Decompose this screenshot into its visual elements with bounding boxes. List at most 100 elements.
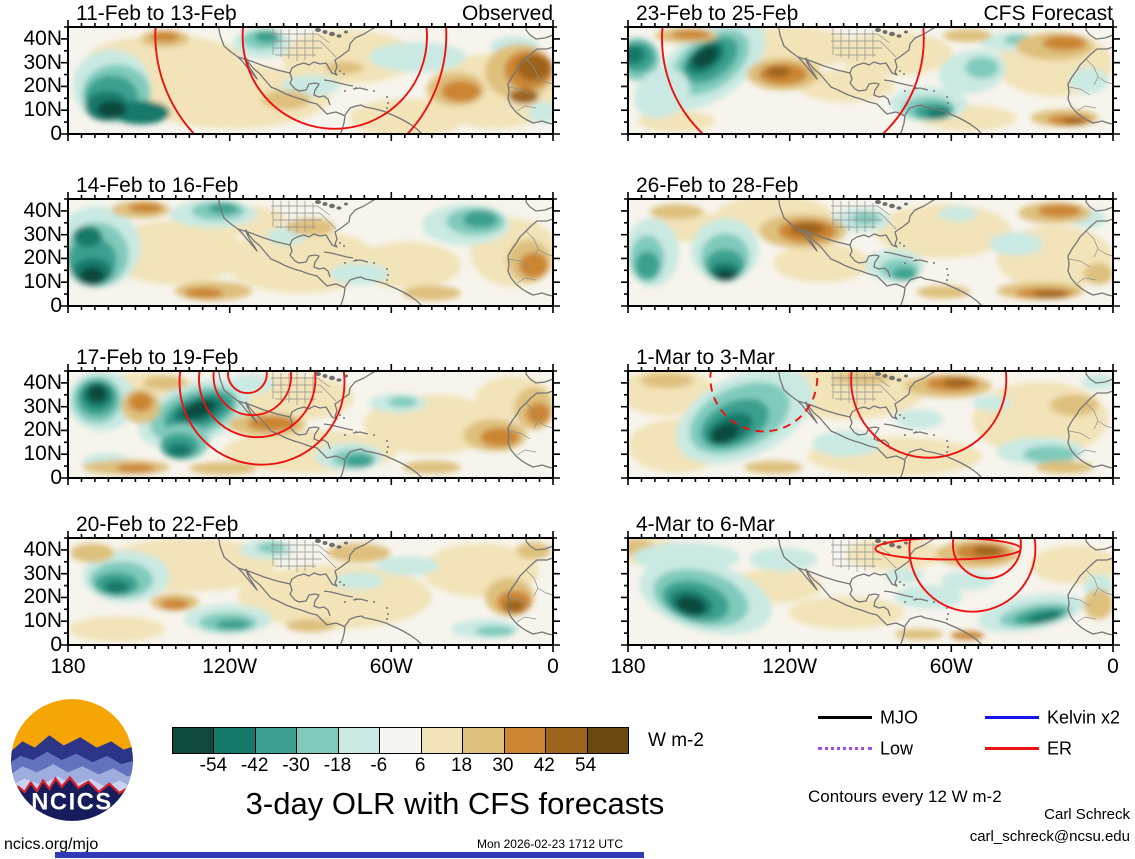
anomaly-map <box>61 531 560 652</box>
colorbar-tick-value: -6 <box>370 755 388 776</box>
colorbar-segment <box>462 728 504 753</box>
map-panel-frame <box>61 364 560 485</box>
coastlines <box>218 538 553 645</box>
colorbar-segment <box>254 728 297 753</box>
ncics-logo: NCICS <box>11 699 133 821</box>
colorbar-tick-value: 42 <box>533 755 555 776</box>
colorbar-segment <box>379 728 421 753</box>
colorbar-segment <box>213 728 255 753</box>
colorbar-segment <box>296 728 338 753</box>
wave-contours <box>178 371 346 466</box>
lat-tick-label: 20N <box>23 74 62 98</box>
lat-tick-label: 10N <box>23 98 62 122</box>
colorbar-tick-value: -18 <box>323 755 352 776</box>
column-heading: CFS Forecast <box>983 2 1113 25</box>
map-panel-frame <box>61 192 560 313</box>
colorbar-tick-value: 18 <box>450 755 473 776</box>
coastlines <box>218 199 553 306</box>
anomaly-map <box>621 531 1120 652</box>
lat-tick-label: 30N <box>23 222 62 246</box>
lon-tick-label: 60W <box>369 655 413 678</box>
lat-tick-label: 10N <box>23 270 62 294</box>
anomaly-map <box>621 192 1120 313</box>
anomaly-map <box>621 20 1120 141</box>
colorbar-tick-labels: -54 -42 -30 -18 -6 6 18 30 42 54 <box>172 755 627 779</box>
map-panel-frame <box>61 531 560 652</box>
map-panel-frame <box>621 531 1120 652</box>
lat-tick-label: 10N <box>23 442 62 466</box>
colorbar-segment <box>503 728 546 753</box>
colorbar-segment <box>586 728 628 753</box>
lat-tick-label: 0 <box>50 633 62 656</box>
bottom-blue-bar <box>55 852 644 858</box>
map-panel-frame <box>61 20 560 141</box>
coastlines <box>778 538 1113 645</box>
lon-tick-label: 120W <box>762 655 818 678</box>
lat-tick-label: 20N <box>23 418 62 442</box>
colorbar-segment <box>337 728 380 753</box>
logo-text: NCICS <box>31 790 113 816</box>
lon-tick-label: 0 <box>547 655 559 678</box>
colorbar-tick-value: -42 <box>240 755 269 776</box>
anomaly-map <box>61 364 560 485</box>
logo-red-ridge <box>11 775 133 796</box>
coastlines <box>778 371 1113 478</box>
wave-contours <box>709 371 1008 459</box>
author-email: carl_schreck@ncsu.edu <box>969 828 1130 845</box>
coastlines <box>218 27 553 134</box>
legend-line-mjo <box>818 716 872 719</box>
lat-tick-label: 30N <box>23 561 62 585</box>
lat-tick-label: 30N <box>23 394 62 418</box>
coastlines <box>778 199 1113 306</box>
panel-date-range: 1-Mar to 3-Mar <box>636 346 775 369</box>
legend-line-low <box>818 747 872 750</box>
colorbar-tick-value: -54 <box>199 755 228 776</box>
author-credit: Carl Schreck <box>1044 806 1130 823</box>
legend-label: ER <box>1047 738 1073 759</box>
website-url: ncics.org/mjo <box>4 836 99 853</box>
colorbar-tick-value: 54 <box>575 755 597 776</box>
legend-line-er <box>985 747 1039 750</box>
colorbar-tick-value: 6 <box>414 755 426 776</box>
legend-label: MJO <box>880 707 918 728</box>
legend-line-kelvin-x2 <box>985 716 1039 719</box>
map-panel-frame <box>621 20 1120 141</box>
lon-tick-label: 0 <box>1107 655 1119 678</box>
lat-tick-label: 40N <box>23 198 62 222</box>
panel-date-range: 14-Feb to 16-Feb <box>76 174 239 197</box>
panel-date-range: 23-Feb to 25-Feb <box>636 2 799 25</box>
panel-date-range: 4-Mar to 6-Mar <box>636 513 775 536</box>
colorbar <box>172 727 629 754</box>
lat-tick-label: 10N <box>23 609 62 633</box>
lon-tick-label: 60W <box>929 655 973 678</box>
panel-date-range: 11-Feb to 13-Feb <box>76 2 237 25</box>
legend-label: Kelvin x2 <box>1047 707 1121 728</box>
lon-tick-label: 180 <box>610 655 646 678</box>
lat-tick-label: 40N <box>23 370 62 394</box>
contour-interval-note: Contours every 12 W m-2 <box>808 787 1002 806</box>
wave-contours <box>661 27 925 134</box>
lat-tick-label: 0 <box>50 294 62 317</box>
lat-tick-label: 30N <box>23 50 62 74</box>
colorbar-tick-value: 30 <box>492 755 514 776</box>
lat-tick-label: 0 <box>50 122 62 145</box>
figure-title: 3-day OLR with CFS forecasts <box>245 786 665 821</box>
panel-date-range: 20-Feb to 22-Feb <box>76 513 239 536</box>
anomaly-map <box>61 192 560 313</box>
lat-tick-label: 20N <box>23 246 62 270</box>
lat-tick-label: 0 <box>50 466 62 489</box>
lat-tick-label: 40N <box>23 26 62 50</box>
colorbar-segment <box>545 728 587 753</box>
panel-date-range: 26-Feb to 28-Feb <box>636 174 799 197</box>
map-panel-frame <box>621 192 1120 313</box>
lat-tick-label: 40N <box>23 537 62 561</box>
wave-contours <box>154 27 448 134</box>
column-heading: Observed <box>461 2 553 25</box>
colorbar-segment <box>173 728 214 753</box>
colorbar-unit-label: W m-2 <box>648 730 704 751</box>
anomaly-map <box>61 20 560 141</box>
legend-label: Low <box>880 738 914 759</box>
lat-tick-label: 20N <box>23 585 62 609</box>
map-panel-frame <box>621 364 1120 485</box>
